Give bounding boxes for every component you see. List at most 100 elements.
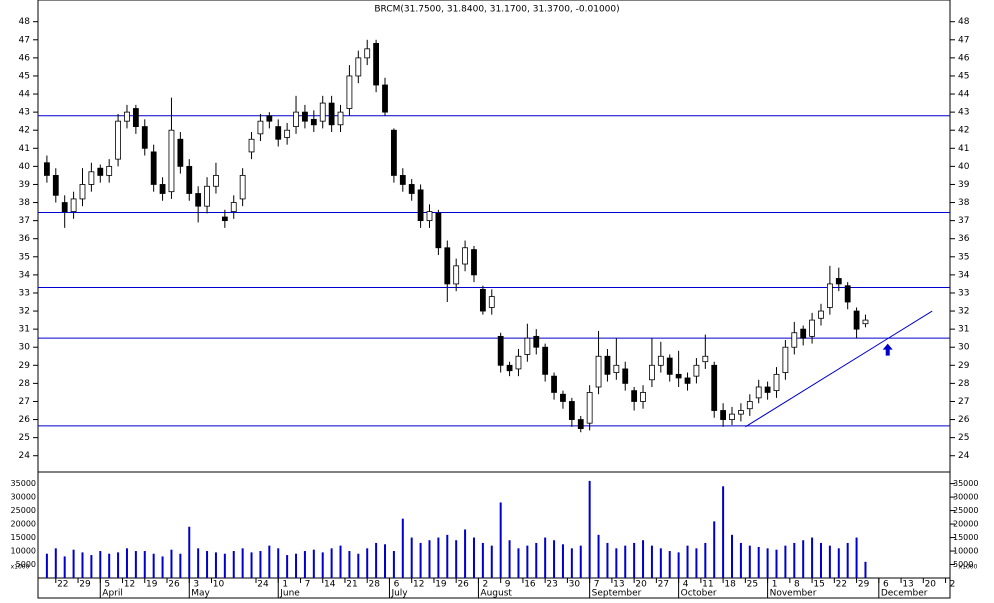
candle-body: [524, 337, 531, 355]
candle-body: [293, 111, 299, 127]
volume-bar: [846, 542, 849, 578]
volume-bar: [437, 537, 440, 578]
volume-bar: [704, 542, 707, 578]
volume-bar: [134, 551, 137, 578]
volume-bar: [108, 553, 111, 578]
volume-bar: [517, 548, 520, 578]
candle-body: [702, 355, 709, 363]
x-tick-label: 22: [836, 580, 847, 590]
volume-unit: x1000: [11, 564, 30, 571]
y2-tick-label: 5000: [16, 560, 36, 569]
x-tick-label: 1: [282, 580, 288, 590]
volume-bar: [179, 553, 182, 578]
y-tick-label: 35: [19, 252, 30, 262]
volume-bar: [410, 537, 413, 578]
candle-body: [471, 249, 477, 276]
candle-body: [791, 332, 798, 348]
candle-body: [115, 120, 121, 160]
x-tick-label: 7: [594, 580, 600, 590]
volume-bar: [161, 556, 164, 578]
candle-body: [248, 138, 255, 153]
y-tick-label: 26: [958, 415, 970, 425]
y-tick-label: 46: [958, 53, 970, 63]
volume-bar: [597, 534, 600, 578]
candle-body: [595, 355, 602, 388]
x-tick-label: 29: [79, 580, 91, 590]
x-tick-label: 28: [368, 580, 380, 590]
volume-bar: [63, 556, 66, 578]
y-tick-label: 33: [19, 288, 30, 298]
x-tick-label: 19: [435, 580, 447, 590]
volume-bar: [446, 534, 449, 578]
y-tick-label: 41: [958, 144, 969, 154]
x-tick-label: 30: [569, 580, 581, 590]
x-tick-label: 1: [772, 580, 778, 590]
x-tick-label: 15: [813, 580, 824, 590]
volume-bar: [526, 545, 529, 578]
candle-body: [79, 184, 86, 200]
y-tick-label: 35: [958, 252, 969, 262]
volume-bar: [99, 551, 102, 578]
volume-bar: [241, 548, 244, 578]
x-tick-label: 10: [213, 580, 225, 590]
candle-body: [818, 310, 824, 319]
volume-bar: [490, 545, 493, 578]
x-tick-label: 29: [858, 580, 870, 590]
volume-bar: [232, 551, 235, 578]
month-label: December: [881, 589, 928, 599]
volume-bar: [366, 548, 369, 578]
candle-body: [649, 364, 655, 381]
volume-bar: [811, 537, 814, 578]
y-tick-label: 24: [19, 451, 31, 461]
volume-bar: [339, 545, 342, 578]
x-tick-label: 23: [546, 580, 557, 590]
y-tick-label: 44: [958, 90, 970, 100]
candle-body: [426, 211, 433, 222]
volume-bar: [188, 526, 191, 578]
candle-body: [462, 247, 468, 265]
y2-tick-label: 20000: [953, 520, 978, 529]
candle-body: [124, 111, 130, 122]
candle-body: [43, 162, 50, 176]
x-tick-label: 27: [658, 580, 669, 590]
volume-bar: [739, 542, 742, 578]
volume-bar: [864, 561, 867, 578]
volume-bar: [45, 553, 48, 578]
volume-bar: [303, 551, 306, 578]
volume-bar: [419, 542, 422, 578]
candle-body: [542, 346, 549, 375]
volume-bar: [757, 546, 760, 578]
month-label: April: [102, 589, 123, 599]
volume-bar: [677, 552, 680, 578]
y-tick-label: 40: [958, 162, 970, 172]
y-tick-label: 42: [958, 126, 969, 136]
volume-bar: [499, 502, 502, 578]
volume-bar: [375, 542, 378, 578]
candle-body: [346, 75, 353, 109]
x-tick-label: 12: [413, 580, 424, 590]
y-tick-label: 47: [958, 35, 969, 45]
candle-body: [711, 364, 718, 411]
y-tick-label: 47: [19, 35, 30, 45]
candle-body: [800, 328, 807, 339]
candle-body: [275, 126, 282, 140]
x-tick-label: 24: [257, 580, 269, 590]
volume-bar: [90, 555, 93, 578]
x-tick-label: 25: [747, 580, 758, 590]
candle-body: [355, 57, 362, 77]
candle-body: [257, 120, 264, 135]
candle-body: [213, 175, 219, 187]
arrow: [882, 343, 893, 356]
candle-body: [844, 285, 851, 303]
y-tick-label: 36: [958, 234, 970, 244]
y-tick-label: 31: [19, 325, 30, 335]
volume-bar: [357, 553, 360, 578]
y-tick-label: 30: [19, 343, 31, 353]
x-tick-label: 26: [457, 580, 469, 590]
x-tick-label: 3: [193, 580, 199, 590]
x-tick-label: 8: [794, 580, 800, 590]
candle-body: [221, 216, 228, 222]
volume-bar: [81, 552, 84, 578]
volume-bar: [855, 537, 858, 578]
x-tick-label: 5: [104, 580, 110, 590]
